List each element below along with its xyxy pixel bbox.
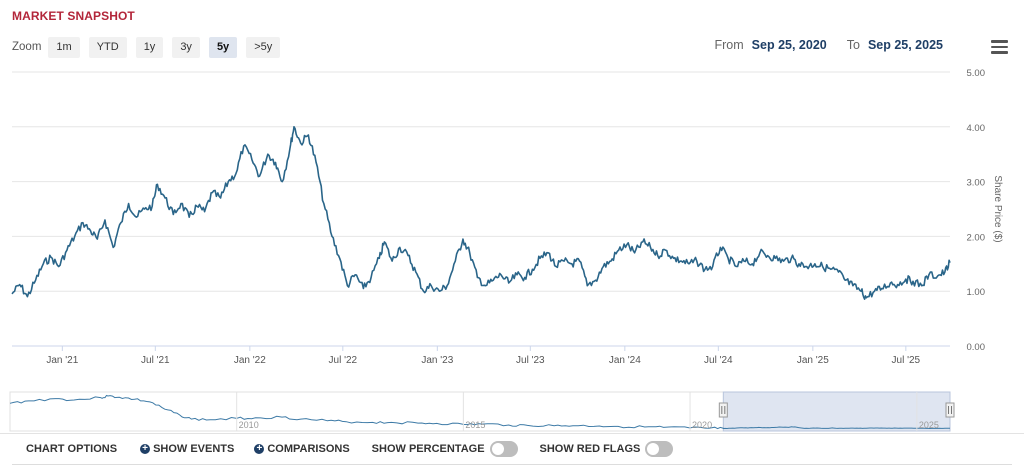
x-tick-label: Jul '25 [892, 355, 921, 366]
x-tick-label: Jan '25 [797, 355, 829, 366]
navigator-right-handle[interactable] [945, 402, 955, 418]
zoom-1m-button[interactable]: 1m [48, 36, 80, 58]
y-tick-label: 4.00 [967, 123, 986, 134]
zoom-label: Zoom [12, 41, 42, 53]
y-tick-label: 3.00 [967, 178, 986, 189]
x-tick-label: Jan '24 [609, 355, 641, 366]
y-tick-label: 1.00 [967, 287, 986, 298]
show-percentage-label: SHOW PERCENTAGE [371, 443, 485, 455]
price-series-line [11, 126, 951, 300]
page-title: MARKET SNAPSHOT [12, 9, 135, 23]
zoom-max-button[interactable]: >5y [246, 36, 281, 58]
x-tick-label: Jan '22 [234, 355, 266, 366]
x-tick-label: Jul '24 [704, 355, 733, 366]
comparisons-label: COMPARISONS [267, 443, 350, 455]
from-label: From [714, 38, 744, 52]
zoom-3y-button[interactable]: 3y [172, 36, 200, 58]
x-tick-label: Jan '21 [46, 355, 78, 366]
navigator-series-line [9, 394, 951, 430]
show-events-label: SHOW EVENTS [153, 443, 235, 455]
show-red-flags-option: SHOW RED FLAGS [540, 441, 674, 457]
plus-circle-icon: + [140, 444, 151, 454]
show-red-flags-label: SHOW RED FLAGS [539, 443, 641, 455]
to-date-input[interactable]: Sep 25, 2025 [867, 38, 943, 52]
price-chart: 0.00 1.00 2.00 3.00 4.00 5.00 Jan '21 Jul '21 Ja… [9, 68, 1003, 432]
date-range: From Sep 25, 2020 To Sep 25, 2025 [715, 38, 944, 52]
chart-options-heading: CHART OPTIONS [26, 443, 118, 455]
plus-circle-icon: + [254, 444, 265, 454]
zoom-5y-button[interactable]: 5y [208, 36, 238, 58]
x-tick-label: Jan '23 [421, 355, 453, 366]
divider [12, 464, 1012, 465]
to-label: To [846, 38, 860, 52]
y-tick-label: 0.00 [967, 342, 986, 353]
zoom-controls: Zoom 1m YTD 1y 3y 5y >5y [12, 36, 289, 58]
y-tick-label: 5.00 [967, 68, 986, 79]
zoom-ytd-button[interactable]: YTD [88, 36, 127, 58]
show-percentage-toggle[interactable] [489, 441, 518, 457]
navigator-tick-label: 2025 [919, 420, 939, 430]
x-tick-label: Jul '21 [141, 355, 170, 366]
from-date-input[interactable]: Sep 25, 2020 [751, 38, 827, 52]
show-red-flags-toggle[interactable] [645, 441, 674, 457]
navigator-tick-label: 2010 [239, 420, 259, 430]
show-events-button[interactable]: + SHOW EVENTS [140, 443, 234, 455]
navigator-left-handle[interactable] [718, 402, 728, 418]
y-tick-label: 2.00 [967, 232, 986, 243]
hamburger-menu-icon[interactable] [991, 40, 1008, 54]
navigator-selection [722, 391, 951, 432]
x-tick-label: Jul '23 [516, 355, 545, 366]
show-percentage-option: SHOW PERCENTAGE [372, 441, 518, 457]
x-tick-label: Jul '22 [329, 355, 358, 366]
zoom-1y-button[interactable]: 1y [135, 36, 164, 58]
chart-options-bar: CHART OPTIONS + SHOW EVENTS + COMPARISON… [0, 433, 1024, 464]
navigator-tick-label: 2015 [465, 420, 485, 430]
navigator-tick-label: 2020 [692, 420, 712, 430]
y-axis-label: Share Price ($) [992, 175, 1003, 242]
comparisons-button[interactable]: + COMPARISONS [254, 443, 350, 455]
